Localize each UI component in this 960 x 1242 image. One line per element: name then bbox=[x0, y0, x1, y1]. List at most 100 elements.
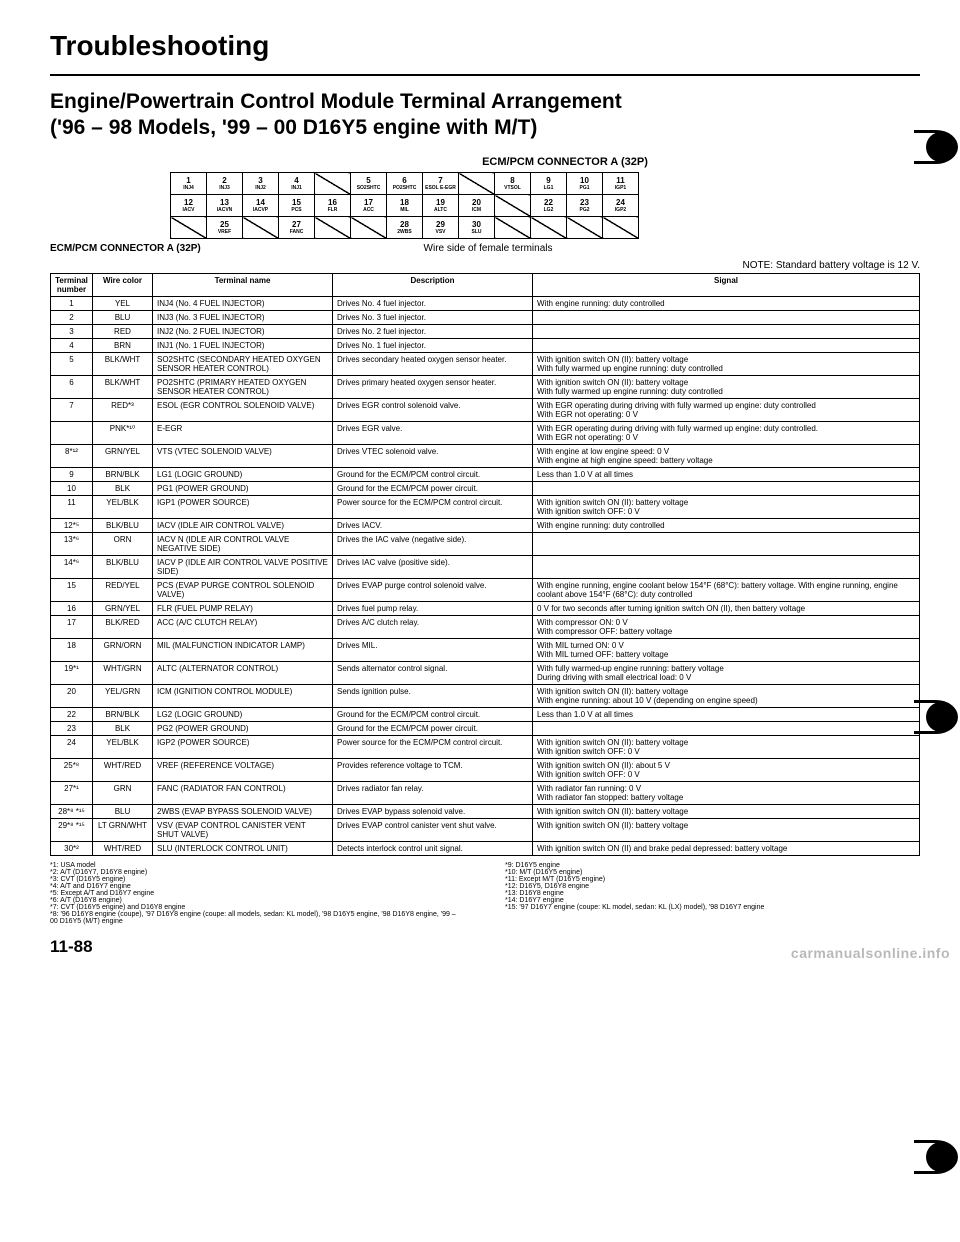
footnotes: *1: USA model*2: A/T (D16Y7, D16Y8 engin… bbox=[50, 862, 920, 925]
connector-pin bbox=[459, 173, 495, 195]
table-cell: Drives IACV. bbox=[333, 519, 533, 533]
table-cell: Sends alternator control signal. bbox=[333, 662, 533, 685]
table-cell bbox=[533, 339, 920, 353]
table-cell: 23 bbox=[51, 722, 93, 736]
table-row: 1YELINJ4 (No. 4 FUEL INJECTOR)Drives No.… bbox=[51, 297, 920, 311]
connector-pin: 27FANC bbox=[279, 217, 315, 239]
table-cell: With ignition switch ON (II): battery vo… bbox=[533, 685, 920, 708]
table-cell: 5 bbox=[51, 353, 93, 376]
connector-label: ECM/PCM CONNECTOR A (32P) bbox=[210, 156, 920, 168]
table-row: 20YEL/GRNICM (IGNITION CONTROL MODULE)Se… bbox=[51, 685, 920, 708]
connector-pin: 22LG2 bbox=[531, 195, 567, 217]
table-cell: With ignition switch ON (II): battery vo… bbox=[533, 805, 920, 819]
table-cell: BLK bbox=[93, 482, 153, 496]
table-cell: Less than 1.0 V at all times bbox=[533, 708, 920, 722]
table-row: 2BLUINJ3 (No. 3 FUEL INJECTOR)Drives No.… bbox=[51, 311, 920, 325]
table-cell: E-EGR bbox=[153, 422, 333, 445]
table-cell: Drives No. 1 fuel injector. bbox=[333, 339, 533, 353]
connector-pin: 30SLU bbox=[459, 217, 495, 239]
table-cell: BLK/BLU bbox=[93, 556, 153, 579]
table-cell: 20 bbox=[51, 685, 93, 708]
table-cell: 16 bbox=[51, 602, 93, 616]
table-cell bbox=[533, 311, 920, 325]
table-cell: GRN/YEL bbox=[93, 602, 153, 616]
table-cell: YEL bbox=[93, 297, 153, 311]
connector-pin: 2INJ3 bbox=[207, 173, 243, 195]
table-cell: With MIL turned ON: 0 VWith MIL turned O… bbox=[533, 639, 920, 662]
table-cell: 27*¹ bbox=[51, 782, 93, 805]
table-cell: BLK/BLU bbox=[93, 519, 153, 533]
table-cell: INJ4 (No. 4 FUEL INJECTOR) bbox=[153, 297, 333, 311]
table-cell: Ground for the ECM/PCM power circuit. bbox=[333, 482, 533, 496]
connector-caption-left: ECM/PCM CONNECTOR A (32P) bbox=[50, 243, 201, 254]
table-cell: PG1 (POWER GROUND) bbox=[153, 482, 333, 496]
note-line: NOTE: Standard battery voltage is 12 V. bbox=[50, 260, 920, 271]
page-edge-dot bbox=[926, 1142, 956, 1172]
connector-caption-mid: Wire side of female terminals bbox=[424, 243, 553, 254]
table-cell: YEL/BLK bbox=[93, 736, 153, 759]
table-cell bbox=[533, 722, 920, 736]
table-cell: 17 bbox=[51, 616, 93, 639]
table-row: 17BLK/REDACC (A/C CLUTCH RELAY)Drives A/… bbox=[51, 616, 920, 639]
connector-pin: 3INJ2 bbox=[243, 173, 279, 195]
table-row: 4BRNINJ1 (No. 1 FUEL INJECTOR)Drives No.… bbox=[51, 339, 920, 353]
connector-pin: 10PG1 bbox=[567, 173, 603, 195]
table-cell: 4 bbox=[51, 339, 93, 353]
table-cell: Drives EGR control solenoid valve. bbox=[333, 399, 533, 422]
main-title: Troubleshooting bbox=[50, 30, 920, 62]
table-cell bbox=[533, 482, 920, 496]
connector-pin: 8VTSOL bbox=[495, 173, 531, 195]
connector-pin bbox=[567, 217, 603, 239]
table-cell: With engine running: duty controlled bbox=[533, 519, 920, 533]
table-cell: Drives MIL. bbox=[333, 639, 533, 662]
table-cell: 30*² bbox=[51, 842, 93, 856]
footnote-line: *9: D16Y5 engine bbox=[505, 862, 920, 869]
terminal-table: Terminal number Wire color Terminal name… bbox=[50, 273, 920, 856]
connector-pin: 9LG1 bbox=[531, 173, 567, 195]
table-cell: IGP2 (POWER SOURCE) bbox=[153, 736, 333, 759]
table-cell: BRN bbox=[93, 339, 153, 353]
horizontal-rule bbox=[50, 74, 920, 76]
table-row: 19*¹WHT/GRNALTC (ALTERNATOR CONTROL)Send… bbox=[51, 662, 920, 685]
table-cell: With ignition switch ON (II): battery vo… bbox=[533, 376, 920, 399]
footnote-line: *10: M/T (D16Y5 engine) bbox=[505, 869, 920, 876]
header-description: Description bbox=[333, 274, 533, 297]
table-cell: With ignition switch ON (II) and brake p… bbox=[533, 842, 920, 856]
footnote-line: *3: CVT (D16Y5 engine) bbox=[50, 876, 465, 883]
connector-pin: 17ACC bbox=[351, 195, 387, 217]
table-cell: With ignition switch ON (II): battery vo… bbox=[533, 353, 920, 376]
table-row: 27*¹GRNFANC (RADIATOR FAN CONTROL)Drives… bbox=[51, 782, 920, 805]
table-cell: 18 bbox=[51, 639, 93, 662]
table-cell: BLU bbox=[93, 805, 153, 819]
table-cell: ESOL (EGR CONTROL SOLENOID VALVE) bbox=[153, 399, 333, 422]
page-number: 11-88 bbox=[50, 937, 920, 957]
table-cell: Power source for the ECM/PCM control cir… bbox=[333, 496, 533, 519]
connector-pin: 16FLR bbox=[315, 195, 351, 217]
connector-pin: 15PCS bbox=[279, 195, 315, 217]
table-row: PNK*¹⁰E-EGRDrives EGR valve.With EGR ope… bbox=[51, 422, 920, 445]
table-cell: VTS (VTEC SOLENOID VALVE) bbox=[153, 445, 333, 468]
table-cell: IACV P (IDLE AIR CONTROL VALVE POSITIVE … bbox=[153, 556, 333, 579]
table-cell: With engine at low engine speed: 0 VWith… bbox=[533, 445, 920, 468]
table-cell: 14*⁶ bbox=[51, 556, 93, 579]
table-row: 28*⁸ *¹⁵BLU2WBS (EVAP BYPASS SOLENOID VA… bbox=[51, 805, 920, 819]
table-cell: BLK/WHT bbox=[93, 376, 153, 399]
table-row: 30*²WHT/REDSLU (INTERLOCK CONTROL UNIT)D… bbox=[51, 842, 920, 856]
header-terminal-number: Terminal number bbox=[51, 274, 93, 297]
table-row: 9BRN/BLKLG1 (LOGIC GROUND)Ground for the… bbox=[51, 468, 920, 482]
table-row: 12*⁵BLK/BLUIACV (IDLE AIR CONTROL VALVE)… bbox=[51, 519, 920, 533]
table-cell: Drives primary heated oxygen sensor heat… bbox=[333, 376, 533, 399]
table-cell: Less than 1.0 V at all times bbox=[533, 468, 920, 482]
table-cell: BLK bbox=[93, 722, 153, 736]
table-cell: 10 bbox=[51, 482, 93, 496]
table-cell: GRN/YEL bbox=[93, 445, 153, 468]
connector-pin: 23PG2 bbox=[567, 195, 603, 217]
table-cell: BRN/BLK bbox=[93, 468, 153, 482]
footnote-line: *15: '97 D16Y7 engine (coupe: KL model, … bbox=[505, 904, 920, 911]
connector-pin bbox=[243, 217, 279, 239]
table-cell: ALTC (ALTERNATOR CONTROL) bbox=[153, 662, 333, 685]
table-cell: Drives EVAP purge control solenoid valve… bbox=[333, 579, 533, 602]
table-cell: Ground for the ECM/PCM control circuit. bbox=[333, 708, 533, 722]
table-row: 23BLKPG2 (POWER GROUND)Ground for the EC… bbox=[51, 722, 920, 736]
table-cell: WHT/RED bbox=[93, 842, 153, 856]
